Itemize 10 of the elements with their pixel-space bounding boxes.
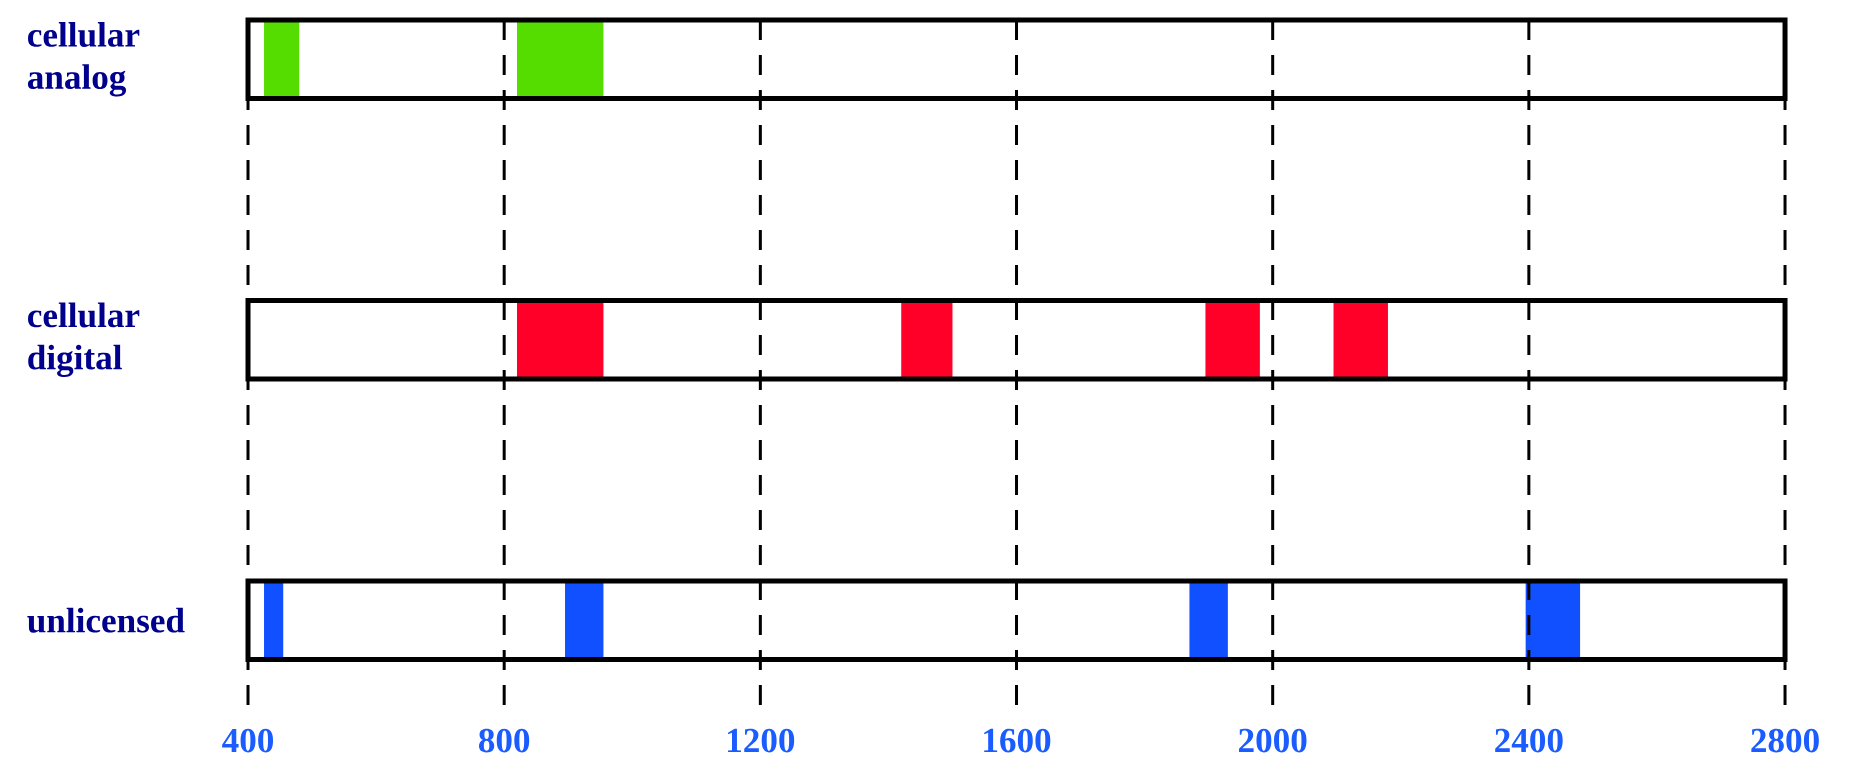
x-tick-label: 1200 xyxy=(728,728,795,753)
y-tick-label: cellular digital xyxy=(28,302,140,377)
y-tick-label: unlicensed xyxy=(27,607,185,633)
x-tick-label: 1600 xyxy=(984,728,1051,753)
x-tick-label: 800 xyxy=(478,728,530,753)
x-tick-label: 400 xyxy=(222,728,274,753)
x-tick-label: 2400 xyxy=(1495,728,1563,753)
x-tick-label: 2000 xyxy=(1239,728,1307,753)
x-tick-label: 2800 xyxy=(1751,728,1819,753)
y-tick-label: cellular analog xyxy=(27,22,140,97)
